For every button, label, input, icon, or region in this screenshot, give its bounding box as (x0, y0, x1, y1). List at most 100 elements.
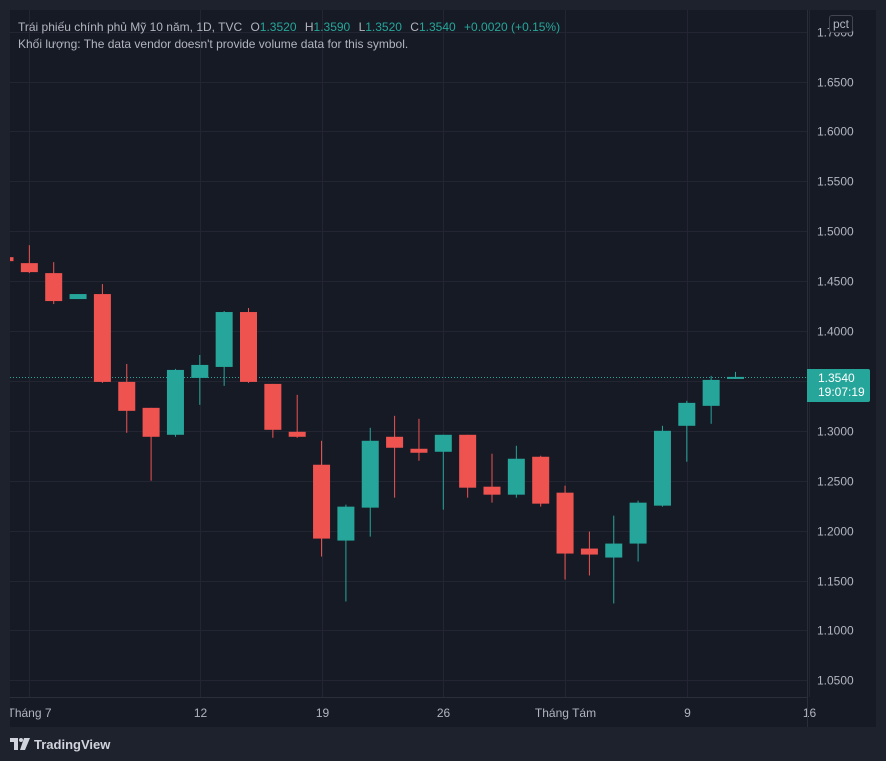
candle-body (240, 312, 257, 382)
bar-countdown: 19:07:19 (818, 385, 865, 399)
candle-body (556, 492, 574, 554)
candle[interactable] (434, 434, 452, 510)
candle[interactable] (386, 415, 404, 498)
y-tick-label: 1.2500 (817, 475, 854, 489)
candle[interactable] (215, 311, 233, 386)
candle[interactable] (532, 455, 550, 507)
tradingview-icon (10, 738, 30, 750)
candle-body (337, 506, 355, 541)
open-key: O (250, 20, 260, 34)
candle-body (678, 402, 696, 426)
low-value: 1.3520 (365, 20, 402, 34)
x-tick-label: 9 (684, 706, 691, 720)
y-tick-label: 1.5000 (817, 225, 854, 239)
last-price-value: 1.3540 (818, 371, 855, 385)
candle-body (142, 407, 160, 437)
x-tick-label: Tháng 7 (10, 706, 52, 720)
candle-body (215, 312, 233, 367)
candle-body (191, 364, 209, 378)
y-tick-label: 1.6500 (817, 76, 854, 90)
candle-body (507, 458, 525, 495)
candle-body (605, 543, 623, 558)
candle[interactable] (313, 440, 331, 557)
candle-body (313, 464, 331, 539)
volume-legend: Khối lượng: The data vendor doesn't prov… (18, 37, 409, 51)
candle[interactable] (580, 531, 598, 576)
high-value: 1.3590 (313, 20, 351, 34)
chart-pane[interactable]: 1.0500 1.1000 1.1500 1.2000 1.2500 1.3000 1.35… (10, 10, 876, 727)
y-tick-label: 1.3000 (817, 425, 854, 439)
candle-body (653, 430, 671, 506)
candle-body (629, 502, 647, 544)
close-key: C (410, 20, 419, 34)
candle-body (459, 434, 477, 488)
candle[interactable] (20, 245, 38, 274)
candle[interactable] (361, 427, 379, 537)
x-tick-label: 26 (437, 706, 451, 720)
open-value: 1.3520 (259, 20, 297, 34)
x-tick-label: 16 (803, 706, 817, 720)
tradingview-logo[interactable]: TradingView (10, 735, 110, 753)
candle[interactable] (727, 371, 744, 379)
candle-body (93, 294, 111, 382)
candle-body (118, 381, 136, 411)
candle[interactable] (702, 375, 720, 424)
candle-body (410, 448, 428, 453)
percent-scale-button[interactable]: pct (829, 15, 854, 33)
y-tick-label: 1.6000 (817, 125, 854, 139)
close-value: 1.3540 (418, 20, 456, 34)
candle[interactable] (142, 407, 160, 481)
brand-name: TradingView (34, 736, 111, 752)
candle[interactable] (240, 308, 257, 383)
candle[interactable] (605, 515, 623, 604)
candle-body (10, 257, 14, 262)
candle[interactable] (166, 368, 184, 437)
x-tick-label: Tháng Tám (535, 706, 596, 720)
last-price-tag: 1.3540 19:07:19 (807, 369, 870, 402)
symbol-legend: Trái phiếu chính phủ Mỹ 10 năm, 1D, TVC … (18, 19, 560, 35)
candle[interactable] (118, 363, 136, 433)
candle[interactable] (653, 425, 671, 507)
candle[interactable] (483, 453, 501, 503)
candle-body (20, 263, 38, 273)
candle-body (386, 436, 404, 448)
candle[interactable] (264, 383, 282, 438)
candle-body (361, 440, 379, 508)
x-tick-label: 12 (194, 706, 208, 720)
candle[interactable] (93, 284, 111, 383)
y-tick-label: 1.0500 (817, 674, 854, 688)
y-tick-label: 1.4500 (817, 275, 854, 289)
y-tick-label: 1.5500 (817, 175, 854, 189)
symbol-title[interactable]: Trái phiếu chính phủ Mỹ 10 năm, 1D, TVC (18, 20, 243, 34)
candle-body (264, 383, 282, 430)
y-tick-label: 1.1500 (817, 575, 854, 589)
candle[interactable] (410, 418, 428, 461)
y-tick-label: 1.2000 (817, 525, 854, 539)
candle[interactable] (191, 354, 209, 405)
y-tick-label: 1.4000 (817, 325, 854, 339)
y-tick-label: 1.1000 (817, 624, 854, 638)
candle[interactable] (10, 255, 14, 262)
candle[interactable] (629, 500, 647, 562)
high-key: H (304, 20, 314, 34)
candle-body (580, 548, 598, 555)
candle-body (166, 369, 184, 435)
candlestick-chart[interactable]: 1.0500 1.1000 1.1500 1.2000 1.2500 1.3000 1.35… (10, 10, 876, 727)
candle[interactable] (69, 294, 87, 300)
candle-body (69, 294, 87, 300)
candle[interactable] (507, 445, 525, 498)
candle[interactable] (288, 394, 306, 438)
candle[interactable] (337, 504, 355, 602)
candle-body (288, 431, 306, 437)
candle-body (702, 379, 720, 406)
candle-body (727, 376, 744, 379)
candle-body (45, 273, 63, 302)
candle-body (483, 486, 501, 495)
candle-body (532, 456, 550, 504)
change-value: +0.0020 (+0.15%) (464, 20, 561, 34)
candle[interactable] (45, 262, 63, 305)
candle[interactable] (459, 434, 477, 498)
candle[interactable] (556, 485, 574, 580)
candle[interactable] (678, 400, 696, 462)
x-tick-label: 19 (316, 706, 330, 720)
